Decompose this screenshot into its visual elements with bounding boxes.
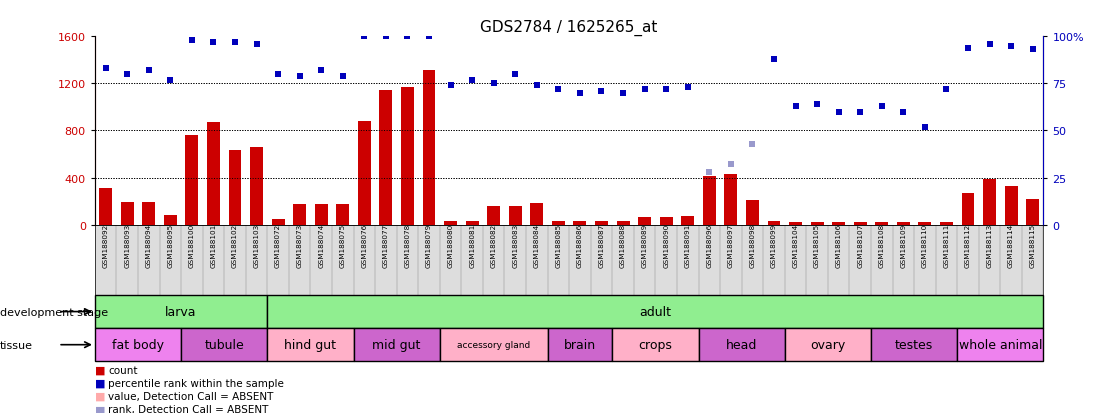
Bar — [810, 222, 824, 225]
Bar — [164, 216, 176, 225]
Text: ■: ■ — [95, 378, 105, 388]
Bar — [699, 328, 785, 361]
Bar — [854, 222, 867, 225]
Bar — [206, 123, 220, 225]
Text: ■: ■ — [95, 391, 105, 401]
Text: crops: crops — [638, 338, 672, 351]
Bar — [488, 207, 500, 225]
Text: count: count — [108, 365, 137, 375]
Text: tubule: tubule — [204, 338, 244, 351]
Bar — [354, 328, 440, 361]
Bar — [121, 202, 134, 225]
Bar — [918, 222, 932, 225]
Bar — [1027, 200, 1039, 225]
Bar — [99, 189, 112, 225]
Text: tissue: tissue — [0, 340, 33, 350]
Text: larva: larva — [165, 305, 196, 318]
Bar — [1004, 186, 1018, 225]
Title: GDS2784 / 1625265_at: GDS2784 / 1625265_at — [481, 20, 657, 36]
Bar — [552, 221, 565, 225]
Bar — [789, 222, 802, 225]
Bar — [833, 222, 845, 225]
Text: hind gut: hind gut — [285, 338, 336, 351]
Bar — [294, 204, 306, 225]
Bar — [703, 177, 715, 225]
Bar — [638, 218, 651, 225]
Text: percentile rank within the sample: percentile rank within the sample — [108, 378, 285, 388]
Bar — [616, 221, 629, 225]
Bar — [875, 222, 888, 225]
Text: head: head — [725, 338, 758, 351]
Text: whole animal: whole animal — [959, 338, 1042, 351]
Bar — [509, 206, 522, 225]
Bar — [940, 222, 953, 225]
Bar — [958, 328, 1043, 361]
Bar — [229, 151, 241, 225]
Bar — [768, 221, 780, 225]
Bar — [95, 328, 181, 361]
Text: ■: ■ — [95, 404, 105, 413]
Bar — [870, 328, 958, 361]
Bar — [724, 175, 738, 225]
Bar — [181, 328, 268, 361]
Bar — [95, 295, 268, 328]
Bar — [613, 328, 699, 361]
Text: value, Detection Call = ABSENT: value, Detection Call = ABSENT — [108, 391, 273, 401]
Bar — [315, 204, 328, 225]
Bar — [530, 204, 543, 225]
Text: ovary: ovary — [810, 338, 846, 351]
Bar — [595, 221, 608, 225]
Bar — [268, 295, 1043, 328]
Text: ■: ■ — [95, 365, 105, 375]
Text: development stage: development stage — [0, 307, 108, 317]
Text: brain: brain — [564, 338, 596, 351]
Text: fat body: fat body — [112, 338, 164, 351]
Bar — [785, 328, 870, 361]
Bar — [745, 200, 759, 225]
Bar — [440, 328, 548, 361]
Bar — [185, 136, 199, 225]
Bar — [268, 328, 354, 361]
Bar — [897, 222, 910, 225]
Bar — [962, 193, 974, 225]
Bar — [444, 221, 458, 225]
Bar — [574, 221, 586, 225]
Bar — [465, 221, 479, 225]
Text: rank, Detection Call = ABSENT: rank, Detection Call = ABSENT — [108, 404, 269, 413]
Bar — [660, 218, 673, 225]
Text: testes: testes — [895, 338, 933, 351]
Bar — [358, 122, 371, 225]
Bar — [271, 219, 285, 225]
Bar — [250, 147, 263, 225]
Text: adult: adult — [639, 305, 672, 318]
Bar — [423, 71, 435, 225]
Text: mid gut: mid gut — [373, 338, 421, 351]
Bar — [548, 328, 613, 361]
Bar — [983, 179, 997, 225]
Bar — [401, 88, 414, 225]
Bar — [336, 204, 349, 225]
Bar — [143, 202, 155, 225]
Bar — [379, 90, 393, 225]
Bar — [681, 216, 694, 225]
Text: accessory gland: accessory gland — [458, 340, 530, 349]
